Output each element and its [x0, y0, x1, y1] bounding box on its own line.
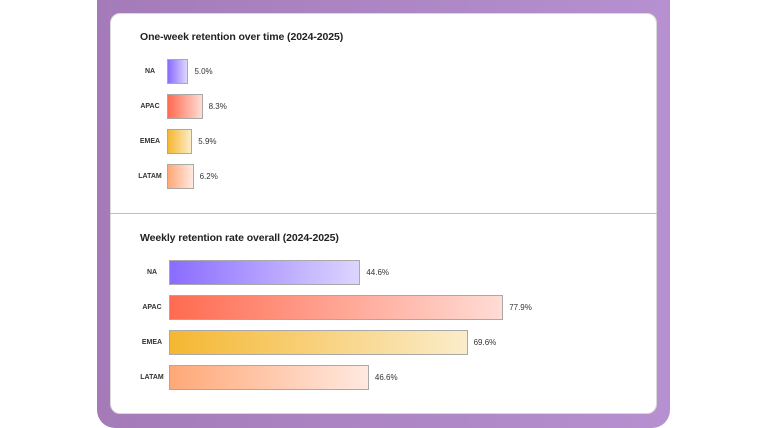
value-label: 69.6%	[473, 338, 497, 347]
value-label: 5.9%	[198, 137, 217, 146]
section-divider	[110, 213, 657, 214]
chart-title-one-week: One-week retention over time (2024-2025)	[140, 31, 344, 43]
bar-apac	[167, 94, 203, 119]
category-label: EMEA	[141, 339, 163, 346]
chart-title-weekly-overall: Weekly retention rate overall (2024-2025…	[140, 232, 339, 244]
bar-latam	[167, 164, 194, 189]
value-label: 46.6%	[374, 373, 398, 382]
category-label: NA	[146, 269, 158, 276]
category-label: NA	[144, 68, 156, 75]
category-label: APAC	[140, 103, 160, 110]
bar-apac	[169, 295, 504, 320]
bar-emea	[167, 129, 193, 154]
value-label: 6.2%	[199, 172, 218, 181]
value-label: 5.0%	[194, 67, 213, 76]
bar-na	[169, 260, 361, 285]
value-label: 77.9%	[509, 303, 532, 312]
bar-latam	[169, 365, 369, 390]
category-label: LATAM	[140, 374, 164, 381]
bar-emea	[169, 330, 468, 355]
value-label: 8.3%	[208, 102, 227, 111]
category-label: APAC	[142, 304, 162, 311]
bar-na	[167, 59, 189, 84]
category-label: EMEA	[139, 138, 161, 145]
value-label: 44.6%	[366, 268, 390, 277]
category-label: LATAM	[138, 173, 162, 180]
